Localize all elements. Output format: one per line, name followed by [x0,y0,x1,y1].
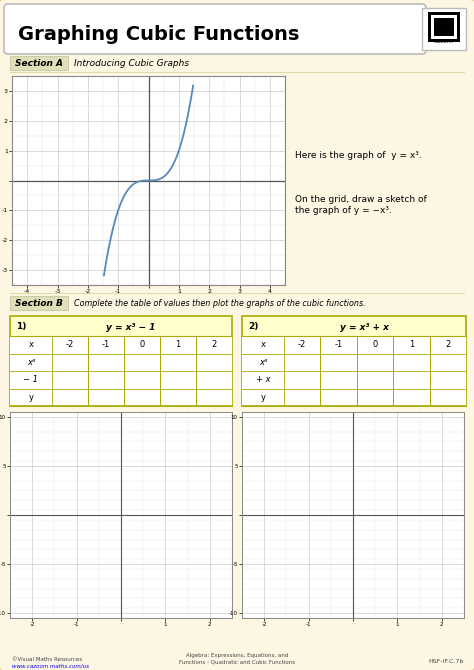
Text: − 1: − 1 [24,375,38,385]
Bar [434,18,454,36]
Text: -1: -1 [335,340,343,349]
Text: y = x³ − 1: y = x³ − 1 [106,322,155,332]
Text: + x: + x [255,375,270,385]
Text: y = x³ + x: y = x³ + x [339,322,388,332]
Bar [242,389,466,406]
Text: 1: 1 [409,340,414,349]
Text: 2: 2 [211,340,217,349]
Bar [422,8,466,50]
Text: razoom!: razoom! [434,39,454,44]
Bar [10,296,68,310]
Text: 2): 2) [248,322,258,332]
Bar [431,15,457,39]
Bar [242,316,466,406]
Text: -2: -2 [298,340,306,349]
Text: x³: x³ [259,358,267,366]
Bar [10,336,232,354]
Text: 2: 2 [445,340,450,349]
Text: www.cazoom maths.com/us: www.cazoom maths.com/us [12,663,89,668]
Text: x: x [28,340,34,349]
Bar [428,12,460,42]
Text: x: x [261,340,265,349]
Bar [10,389,232,406]
Text: x³: x³ [27,358,35,366]
Text: y: y [28,393,34,402]
Text: 1: 1 [175,340,181,349]
Text: On the grid, draw a sketch of
the graph of y = −x³.: On the grid, draw a sketch of the graph … [295,195,427,214]
Text: HSF-IF.C.7b: HSF-IF.C.7b [428,659,464,664]
Bar [10,56,68,70]
Text: Here is the graph of  y = x³.: Here is the graph of y = x³. [295,151,422,159]
Text: Complete the table of values then plot the graphs of the cubic functions.: Complete the table of values then plot t… [74,299,365,308]
Bar [10,316,232,406]
Text: 0: 0 [373,340,378,349]
Text: Graphing Cubic Functions: Graphing Cubic Functions [18,25,300,44]
Text: -2: -2 [66,340,74,349]
Text: 0: 0 [139,340,145,349]
Bar [10,354,232,371]
Text: Algebra: Expressions, Equations, and
Functions - Quadratic and Cubic Functions: Algebra: Expressions, Equations, and Fun… [179,653,295,664]
Text: ©Visual Maths Resources: ©Visual Maths Resources [12,657,82,662]
Bar [10,371,232,389]
Text: Section B: Section B [15,299,63,308]
Text: -1: -1 [102,340,110,349]
Text: Section A: Section A [15,58,63,68]
Text: Introducing Cubic Graphs: Introducing Cubic Graphs [74,58,189,68]
Text: 1): 1) [16,322,27,332]
Text: y: y [261,393,265,402]
FancyBboxPatch shape [4,4,426,54]
Bar [242,354,466,371]
Bar [242,336,466,354]
Bar [242,371,466,389]
